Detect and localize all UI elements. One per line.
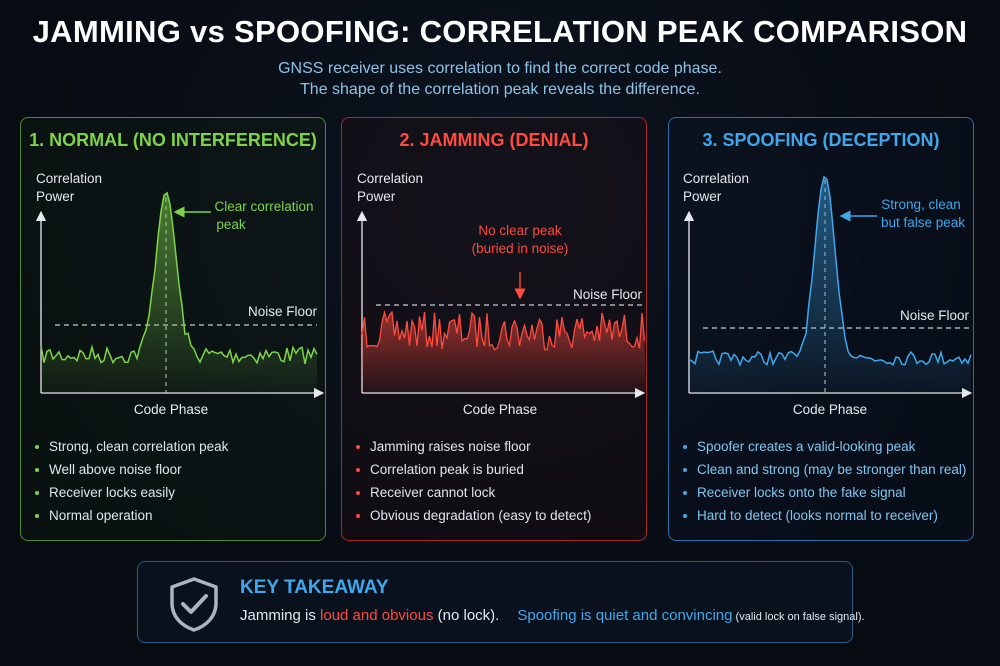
panel-jamming: 2. JAMMING (DENIAL) Correlation Power No…: [341, 117, 647, 541]
correlation-signal: [688, 175, 972, 367]
spoofing-bullet-list: Spoofer creates a valid-looking peak Cle…: [683, 438, 966, 530]
panel-jamming-title: 2. JAMMING (DENIAL): [399, 130, 589, 150]
annotation-line1: Strong, clean: [881, 197, 961, 212]
list-item: Clean and strong (may be stronger than r…: [683, 461, 966, 484]
subtitle-line-1: GNSS receiver uses correlation to find t…: [278, 60, 722, 77]
list-item: Receiver locks easily: [35, 484, 228, 507]
list-item: Spoofer creates a valid-looking peak: [683, 438, 966, 461]
y-axis-label-line1: Correlation: [36, 171, 102, 186]
list-item: Normal operation: [35, 507, 228, 530]
signal-area: [362, 312, 646, 392]
x-axis-label: Code Phase: [463, 402, 537, 417]
jam-prefix: Jamming is: [240, 607, 321, 624]
annotation-line2: but false peak: [881, 215, 965, 230]
jamming-bullet-list: Jamming raises noise floor Correlation p…: [356, 438, 591, 530]
shield-check-icon: [170, 577, 218, 632]
panel-normal: 1. NORMAL (NO INTERFERENCE) Correlation …: [20, 117, 326, 541]
list-item: Hard to detect (looks normal to receiver…: [683, 507, 966, 530]
x-axis-label: Code Phase: [793, 402, 867, 417]
correlation-signal: [361, 309, 646, 351]
spoof-suffix: (valid lock on false signal).: [732, 611, 865, 623]
spoof-highlight: Spoofing is quiet and convincing: [517, 607, 733, 624]
takeaway-text: Jamming is loud and obvious (no lock). Sp…: [240, 607, 865, 624]
panel-normal-title: 1. NORMAL (NO INTERFERENCE): [29, 130, 317, 150]
list-item: Jamming raises noise floor: [356, 438, 591, 461]
y-axis-label-line1: Correlation: [357, 171, 423, 186]
noise-floor-label: Noise Floor: [248, 304, 318, 319]
y-axis-label-line1: Correlation: [683, 171, 749, 186]
signal-area: [41, 192, 317, 392]
y-axis-label-line2: Power: [36, 189, 75, 204]
panel-spoofing: 3. SPOOFING (DECEPTION) Correlation Powe…: [668, 117, 974, 541]
signal-area: [689, 176, 971, 392]
panel-spoofing-title: 3. SPOOFING (DECEPTION): [702, 130, 940, 150]
y-axis-label-line2: Power: [357, 189, 396, 204]
takeaway-title: KEY TAKEAWAY: [240, 577, 389, 598]
normal-bullet-list: Strong, clean correlation peak Well abov…: [35, 438, 228, 530]
correlation-signal: [40, 191, 318, 365]
normal-correlation-plot: Correlation Power Noise Floor Clear corr…: [35, 171, 325, 417]
annotation-line2: peak: [216, 217, 246, 232]
x-axis-label: Code Phase: [134, 402, 208, 417]
list-item: Correlation peak is buried: [356, 461, 591, 484]
list-item: Strong, clean correlation peak: [35, 438, 228, 461]
subtitle-line-2: The shape of the correlation peak reveal…: [300, 81, 700, 98]
spoofing-correlation-plot: Correlation Power Noise Floor Strong, cl…: [683, 171, 973, 417]
noise-floor-label: Noise Floor: [900, 308, 970, 323]
annotation-line2: (buried in noise): [472, 241, 569, 256]
key-takeaway-box: KEY TAKEAWAY Jamming is loud and obvious…: [137, 561, 865, 643]
jam-highlight: loud and obvious: [320, 607, 434, 624]
list-item: Well above noise floor: [35, 461, 228, 484]
jamming-correlation-plot: Correlation Power Noise Floor No clear p…: [356, 171, 646, 417]
jam-suffix: (no lock).: [433, 607, 500, 624]
noise-floor-label: Noise Floor: [573, 287, 643, 302]
annotation-line1: No clear peak: [478, 223, 562, 238]
y-axis-label-line2: Power: [683, 189, 722, 204]
page-title: JAMMING vs SPOOFING: CORRELATION PEAK CO…: [32, 14, 968, 49]
annotation-line1: Clear correlation: [214, 199, 313, 214]
list-item: Obvious degradation (easy to detect): [356, 507, 591, 530]
list-item: Receiver locks onto the fake signal: [683, 484, 966, 507]
list-item: Receiver cannot lock: [356, 484, 591, 507]
